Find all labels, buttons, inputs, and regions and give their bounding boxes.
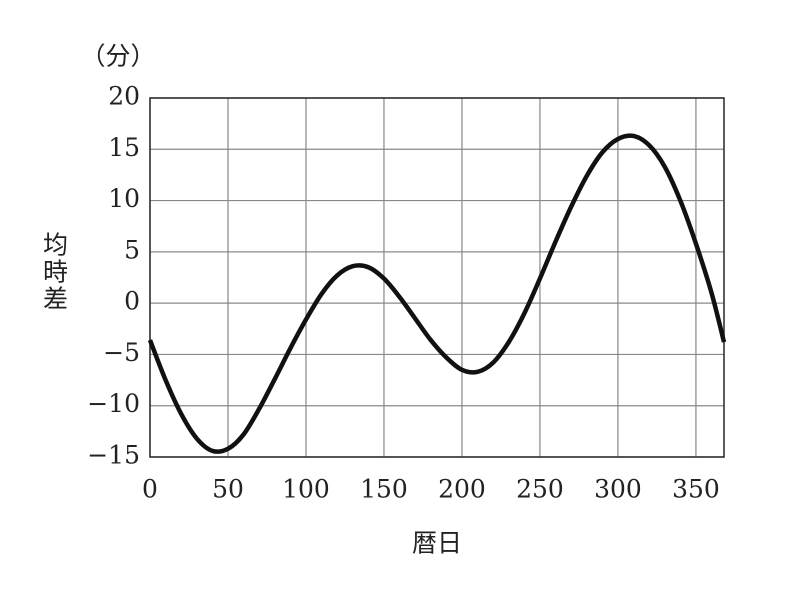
y-axis-label: 均時差: [40, 232, 69, 313]
x-tick-label: 200: [438, 475, 486, 504]
y-tick-label: 20: [108, 82, 140, 111]
y-tick-label: 15: [108, 133, 140, 162]
x-tick-label: 100: [282, 475, 330, 504]
y-tick-label: −10: [87, 389, 140, 418]
x-tick-label: 50: [212, 475, 244, 504]
x-tick-label: 150: [360, 475, 408, 504]
plot-frame: [149, 97, 725, 458]
y-unit: （分）: [80, 42, 155, 71]
x-tick-label: 0: [142, 475, 158, 504]
x-axis-label: 暦日: [412, 529, 462, 558]
y-tick-label: 10: [108, 184, 140, 213]
y-tick-label: 0: [124, 287, 140, 316]
x-tick-label: 250: [516, 475, 564, 504]
x-tick-label: 300: [594, 475, 642, 504]
x-tick-label: 350: [672, 475, 720, 504]
y-tick-label: 5: [124, 235, 140, 264]
data-line: [147, 133, 727, 454]
y-tick-label: −15: [87, 441, 140, 470]
y-tick-label: −5: [103, 338, 140, 367]
